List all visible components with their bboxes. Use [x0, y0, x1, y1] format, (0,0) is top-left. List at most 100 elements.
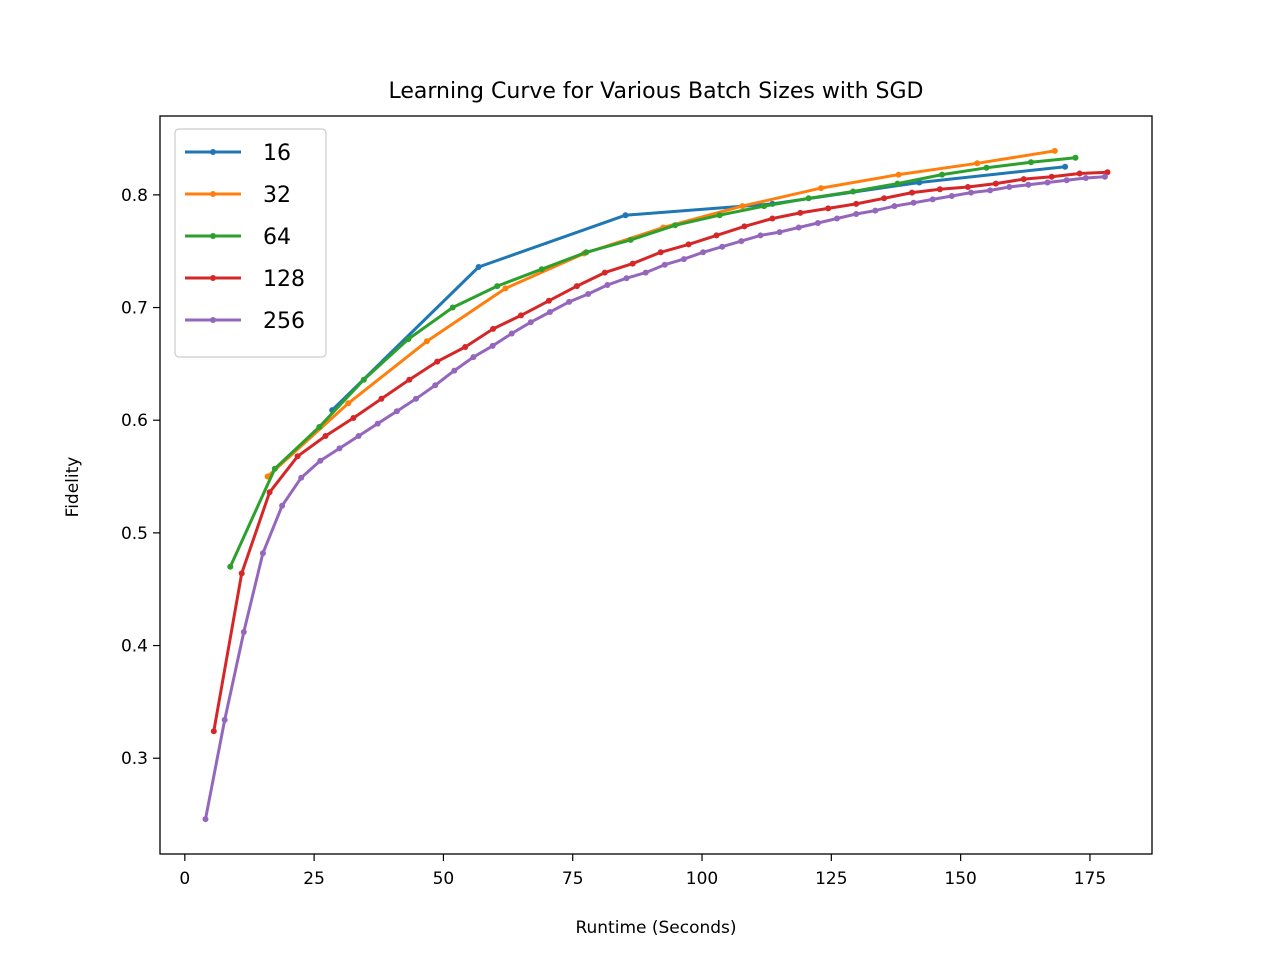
data-point-256-9 — [374, 420, 381, 427]
data-point-256-3 — [259, 550, 266, 557]
data-point-64-6 — [494, 283, 501, 290]
data-point-256-28 — [738, 238, 745, 245]
data-point-256-37 — [910, 199, 917, 206]
data-point-128-21 — [797, 209, 804, 216]
series-line-16 — [331, 165, 1066, 412]
data-point-32-6 — [739, 203, 746, 210]
data-point-128-26 — [936, 186, 943, 193]
data-point-128-25 — [909, 189, 915, 196]
data-point-128-23 — [853, 200, 860, 207]
data-point-256-43 — [1025, 181, 1032, 188]
data-point-256-19 — [566, 298, 573, 305]
data-point-128-28 — [992, 180, 999, 187]
y-tick-label: 0.3 — [121, 749, 148, 769]
data-point-128-6 — [378, 395, 385, 402]
data-point-64-19 — [1072, 154, 1079, 161]
axes-frame — [159, 115, 1153, 855]
x-axis-label: Runtime (Seconds) — [575, 918, 736, 938]
data-point-256-44 — [1044, 179, 1051, 186]
data-point-256-40 — [968, 189, 974, 196]
data-point-256-0 — [202, 816, 209, 823]
data-point-64-2 — [316, 424, 323, 430]
legend-marker-256 — [210, 317, 216, 323]
data-point-128-14 — [601, 269, 608, 276]
data-point-256-21 — [604, 282, 611, 288]
data-point-16-2 — [622, 212, 629, 219]
data-point-256-18 — [547, 309, 553, 315]
data-point-128-27 — [964, 184, 971, 190]
y-tick-label: 0.8 — [121, 186, 148, 206]
data-point-256-27 — [719, 243, 726, 250]
y-tick-label: 0.6 — [121, 411, 148, 431]
data-point-64-5 — [449, 304, 456, 311]
data-point-128-3 — [294, 453, 301, 460]
data-point-128-11 — [518, 312, 524, 319]
data-point-32-8 — [895, 171, 902, 178]
data-point-256-47 — [1101, 173, 1108, 180]
data-point-256-32 — [814, 220, 821, 226]
data-point-128-4 — [322, 433, 329, 439]
data-point-16-5 — [1062, 163, 1069, 170]
data-point-64-10 — [672, 222, 679, 229]
data-point-128-2 — [266, 489, 273, 496]
data-point-256-31 — [795, 224, 802, 231]
y-tick-label: 0.5 — [121, 524, 148, 544]
legend-box — [174, 128, 327, 358]
data-point-128-9 — [462, 344, 469, 350]
x-tick-label: 0 — [179, 869, 190, 889]
data-point-256-29 — [757, 232, 764, 239]
data-point-128-18 — [713, 232, 720, 239]
data-point-64-15 — [894, 180, 901, 187]
data-point-64-18 — [1028, 159, 1034, 166]
data-point-128-16 — [657, 249, 664, 256]
data-point-256-4 — [279, 502, 286, 509]
x-tick-label: 50 — [433, 869, 455, 889]
data-point-32-2 — [423, 338, 430, 345]
y-tick-label: 0.4 — [121, 637, 148, 657]
data-point-256-39 — [948, 193, 955, 199]
x-tick-label: 100 — [686, 869, 718, 889]
data-point-256-41 — [987, 187, 994, 194]
data-point-256-1 — [221, 716, 228, 723]
data-point-64-16 — [939, 171, 945, 178]
legend-label-32: 32 — [263, 183, 291, 208]
y-tick-label: 0.7 — [121, 299, 148, 319]
data-point-256-24 — [661, 261, 668, 268]
data-point-256-33 — [834, 215, 840, 222]
x-tick-label: 150 — [944, 869, 976, 889]
data-point-256-17 — [527, 319, 534, 326]
data-point-128-19 — [741, 223, 748, 230]
data-point-128-20 — [769, 215, 776, 222]
data-point-256-7 — [336, 445, 343, 452]
data-point-128-32 — [1104, 169, 1111, 176]
data-point-64-11 — [716, 212, 723, 219]
legend-marker-64 — [210, 233, 216, 239]
data-point-128-1 — [238, 570, 245, 577]
plot-area: 0 25 50 75 100 125 150 175 0.3 0.4 0.5 0.6 0.7 0.8 — [121, 115, 1153, 889]
data-point-128-8 — [434, 358, 441, 365]
data-point-128-15 — [629, 260, 636, 267]
data-point-128-22 — [825, 205, 832, 212]
data-point-256-22 — [623, 275, 630, 282]
chart-title: Learning Curve for Various Batch Sizes w… — [389, 79, 924, 104]
data-point-32-10 — [1051, 147, 1058, 154]
data-point-256-12 — [432, 382, 439, 389]
data-point-256-6 — [317, 457, 324, 464]
data-point-256-23 — [642, 269, 649, 276]
data-point-256-20 — [585, 291, 592, 297]
legend-marker-32 — [210, 191, 216, 197]
series-line-256 — [204, 175, 1105, 820]
data-point-256-25 — [680, 256, 687, 263]
data-point-256-34 — [853, 211, 860, 217]
data-point-16-1 — [475, 264, 482, 270]
data-point-256-36 — [891, 203, 898, 210]
data-point-32-1 — [345, 400, 352, 407]
data-point-64-0 — [227, 563, 234, 570]
data-point-256-14 — [470, 354, 477, 361]
data-point-256-15 — [489, 342, 496, 349]
data-point-256-45 — [1063, 177, 1070, 184]
data-point-32-9 — [974, 160, 981, 167]
legend-label-64: 64 — [263, 225, 291, 250]
data-point-256-11 — [413, 395, 419, 402]
data-point-128-30 — [1048, 173, 1055, 180]
